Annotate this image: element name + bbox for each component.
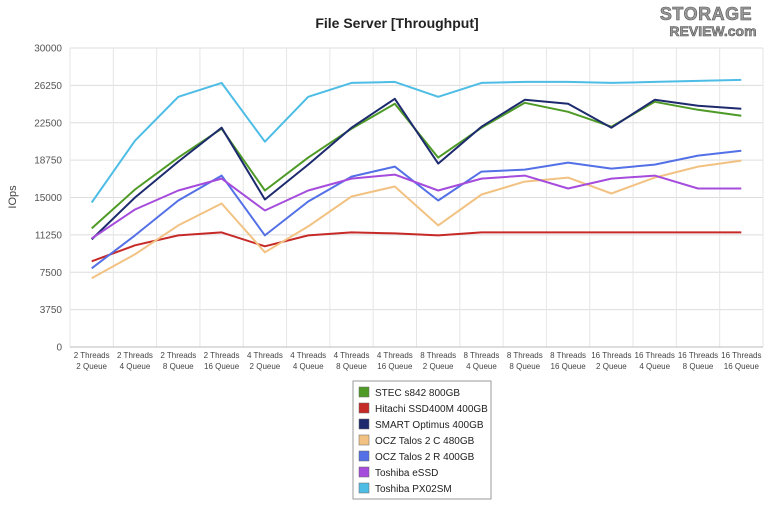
x-tick-label: 4 Threads 4 Queue (290, 351, 326, 371)
legend-label: OCZ Talos 2 R 400GB (375, 452, 475, 463)
y-tick-label: 7500 (40, 268, 63, 279)
logo-line-2: REVIEW.com (669, 23, 756, 39)
legend-label: Hitachi SSD400M 400GB (375, 404, 488, 415)
x-tick-label-line: 2 Queue (596, 362, 627, 371)
x-tick-label-line: 4 Threads (290, 351, 326, 360)
x-tick-label-line: 16 Threads (721, 351, 761, 360)
y-tick-label: 3750 (40, 305, 63, 316)
x-tick-label-line: 4 Queue (639, 362, 670, 371)
y-tick-label: 11250 (35, 230, 63, 241)
y-tick-label: 26250 (34, 81, 62, 92)
legend-swatch (358, 482, 370, 494)
legend-label: STEC s842 800GB (375, 388, 460, 399)
x-tick-label-line: 4 Threads (377, 351, 413, 360)
x-tick-label-line: 8 Threads (507, 351, 543, 360)
x-tick-label-line: 2 Threads (160, 351, 196, 360)
x-tick-label: 8 Threads 8 Queue (507, 351, 543, 371)
x-tick-label-line: 16 Threads (635, 351, 675, 360)
x-tick-label: 2 Threads 4 Queue (117, 351, 153, 371)
x-tick-label-line: 8 Threads (464, 351, 500, 360)
x-tick-label-line: 4 Threads (334, 351, 370, 360)
legend-label: Toshiba eSSD (375, 468, 438, 479)
legend-box (352, 380, 492, 500)
legend: STEC s842 800GB Hitachi SSD400M 400GB SMAR… (352, 380, 492, 500)
x-tick-label: 8 Threads 16 Queue (550, 351, 586, 371)
x-tick-label: 2 Threads 2 Queue (74, 351, 110, 371)
series-line-2 (91, 97, 742, 241)
x-tick-label-line: 8 Queue (683, 362, 714, 371)
y-tick-label: 22500 (34, 118, 62, 129)
x-tick-label-line: 2 Queue (250, 362, 281, 371)
legend-label: Toshiba PX02SM (375, 484, 452, 495)
gridlines (69, 47, 764, 348)
y-axis-label: IOps (7, 185, 19, 209)
legend-swatch (358, 466, 370, 478)
x-tick-label-line: 8 Threads (420, 351, 456, 360)
x-tick-label-line: 16 Queue (204, 362, 240, 371)
x-tick-label-line: 2 Threads (74, 351, 110, 360)
x-tick-label-line: 2 Queue (423, 362, 454, 371)
legend-swatch (358, 402, 370, 414)
y-tick-label: 0 (56, 343, 62, 354)
x-tick-label: 16 Threads 4 Queue (635, 351, 675, 371)
x-tick-label-line: 16 Threads (678, 351, 718, 360)
x-tick-label-line: 2 Threads (117, 351, 153, 360)
series-line-6 (90, 78, 742, 204)
x-tick-label-line: 2 Queue (76, 362, 107, 371)
x-tick-label-line: 4 Queue (120, 362, 151, 371)
y-tick-label: 18750 (34, 156, 62, 167)
legend-label: SMART Optimus 400GB (375, 420, 484, 431)
x-tick-label-line: 4 Queue (466, 362, 497, 371)
x-tick-label-line: 8 Queue (163, 362, 194, 371)
y-tick-labels: 0 3750 7500 11250 15000 18750 22500 26250 30000 (34, 44, 62, 354)
x-tick-label: 16 Threads 16 Queue (721, 351, 761, 371)
x-tick-label-line: 16 Queue (377, 362, 413, 371)
legend-label: OCZ Talos 2 C 480GB (375, 436, 475, 447)
x-tick-label-line: 8 Queue (336, 362, 367, 371)
legend-swatch (358, 386, 370, 398)
x-tick-label-line: 8 Queue (509, 362, 540, 371)
x-tick-label: 16 Threads 8 Queue (678, 351, 718, 371)
x-tick-label: 4 Threads 16 Queue (377, 351, 413, 371)
series-lines (90, 78, 742, 280)
legend-swatch (358, 418, 370, 430)
series-line-3 (91, 159, 742, 280)
x-tick-label-line: 4 Threads (247, 351, 283, 360)
chart-title: File Server [Throughput] (315, 15, 478, 31)
legend-swatch (358, 434, 370, 446)
y-tick-label: 15000 (34, 193, 62, 204)
x-tick-label: 4 Threads 8 Queue (334, 351, 370, 371)
storagereview-logo: STORAGE REVIEW.com (660, 4, 757, 40)
x-tick-label-line: 16 Queue (551, 362, 587, 371)
x-tick-label-line: 16 Queue (724, 362, 760, 371)
series-line-5 (91, 173, 742, 240)
y-tick-label: 30000 (34, 44, 62, 55)
x-tick-label: 16 Threads 2 Queue (591, 351, 631, 371)
x-tick-label-line: 8 Threads (550, 351, 586, 360)
x-tick-label-line: 4 Queue (293, 362, 324, 371)
series-line-1 (91, 231, 742, 263)
x-tick-label: 8 Threads 4 Queue (464, 351, 500, 371)
x-tick-label: 2 Threads 8 Queue (160, 351, 196, 371)
x-tick-label-line: 16 Threads (591, 351, 631, 360)
legend-swatch (358, 450, 370, 462)
x-tick-label: 4 Threads 2 Queue (247, 351, 283, 371)
x-tick-label-line: 2 Threads (204, 351, 240, 360)
logo-line-1: STORAGE (660, 4, 752, 24)
x-tick-label: 8 Threads 2 Queue (420, 351, 456, 371)
x-tick-label: 2 Threads 16 Queue (204, 351, 240, 371)
